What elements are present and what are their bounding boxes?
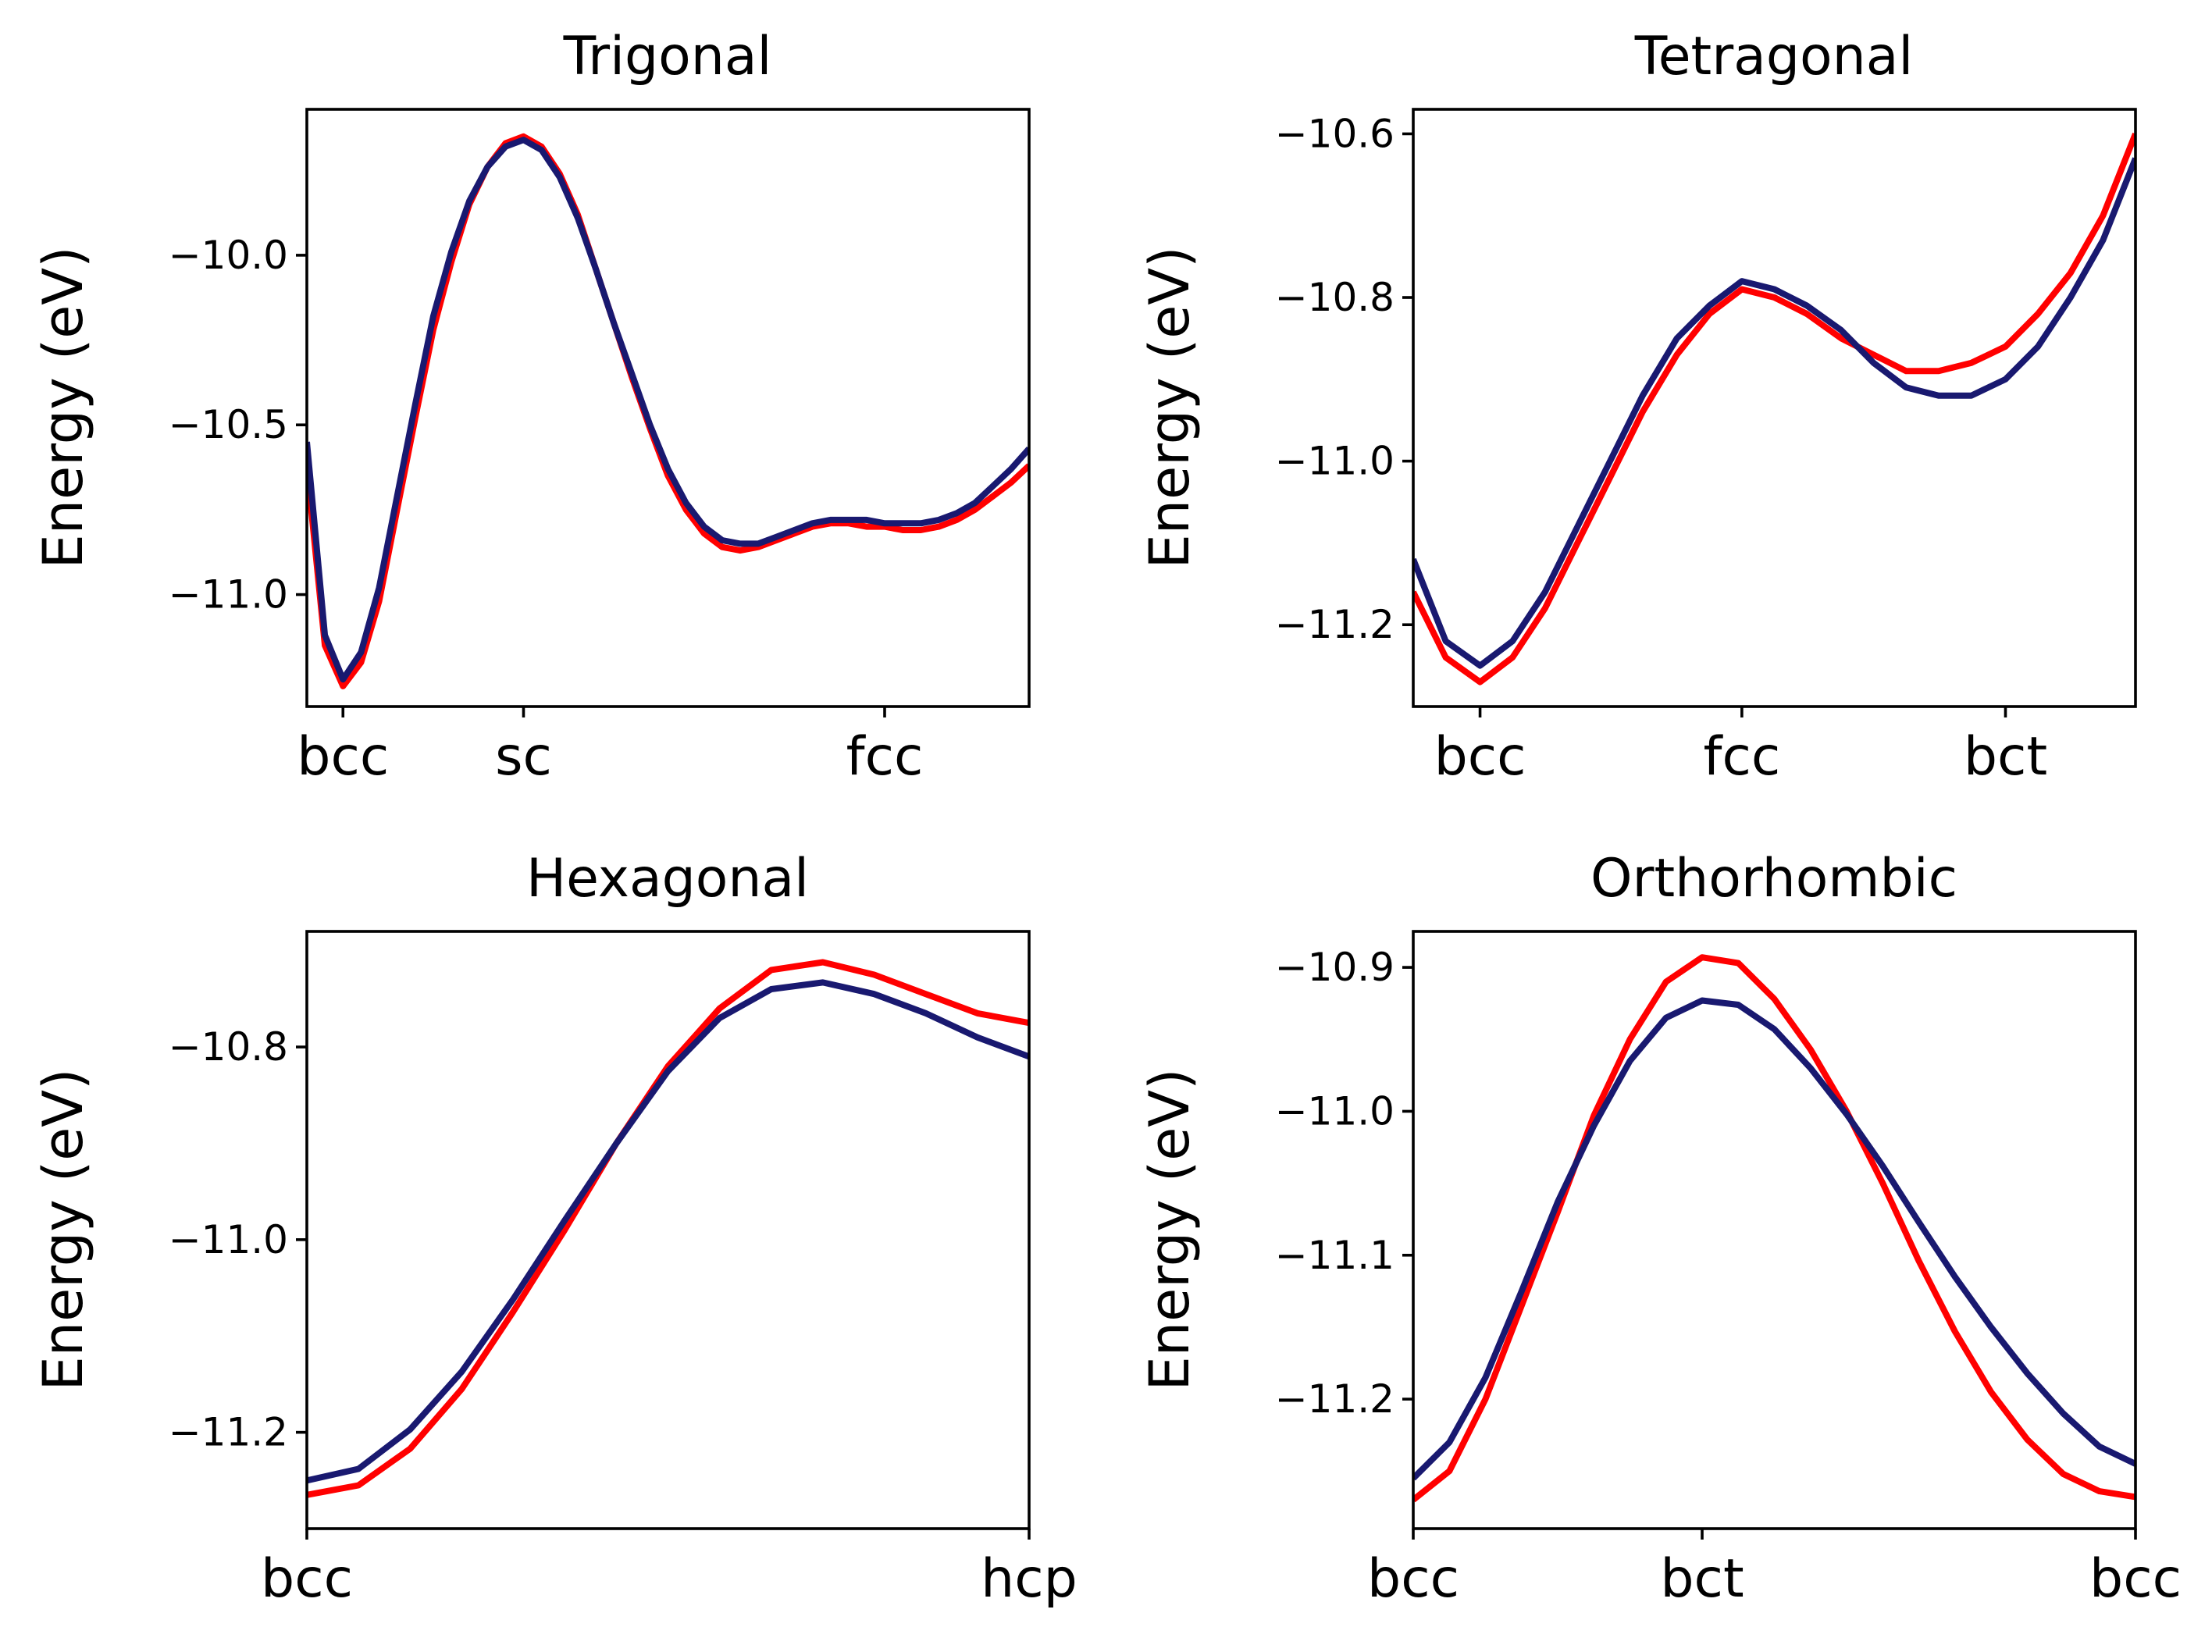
series-line-1 <box>307 959 1029 1498</box>
y-tick-label: −11.2 <box>1275 602 1395 647</box>
y-tick-label: −11.0 <box>1275 1088 1395 1134</box>
x-tick-label: bcc <box>1367 1548 1459 1610</box>
y-tick-label: −10.5 <box>169 402 288 447</box>
y-tick-label: −11.0 <box>169 1217 288 1262</box>
axes-frame <box>1412 108 2137 708</box>
series-line-2 <box>1413 157 2135 669</box>
series-line-1 <box>1413 132 2135 685</box>
x-tick-label: fcc <box>1704 726 1781 788</box>
y-axis-label: Energy (eV) <box>31 247 95 569</box>
y-axis-label: Energy (eV) <box>1138 247 1202 569</box>
y-tick-label: −10.8 <box>1275 275 1395 320</box>
y-tick-label: −10.6 <box>1275 111 1395 156</box>
x-tick-label: fcc <box>846 726 924 788</box>
series-line-2 <box>307 137 1029 683</box>
y-axis-label: Energy (eV) <box>1138 1069 1202 1391</box>
series-line-2 <box>307 979 1029 1484</box>
y-tick-label: −11.1 <box>1275 1233 1395 1278</box>
y-tick-label: −11.0 <box>1275 439 1395 484</box>
y-tick-label: −10.0 <box>169 233 288 278</box>
x-tick-label: bcc <box>1434 726 1526 788</box>
x-tick-label: bcc <box>261 1548 353 1610</box>
axes-frame <box>305 108 1031 708</box>
x-tick-label: hcp <box>981 1548 1078 1610</box>
chart-title: Trigonal <box>563 26 772 87</box>
chart-panel-orthorhombic: Orthorhombic Energy (eV) −11.2 −11.1 −11.0… <box>1138 848 2182 1610</box>
x-tick-label: bcc <box>2089 1548 2182 1610</box>
chart-panel-hexagonal: Hexagonal Energy (eV) −11.2 −11.0 −10.8 bcc… <box>31 848 1078 1610</box>
y-tick-label: −10.9 <box>1275 945 1395 990</box>
y-tick-label: −11.2 <box>169 1410 288 1455</box>
x-tick-label: sc <box>495 726 552 788</box>
x-tick-label: bcc <box>297 726 389 788</box>
x-tick-label: bct <box>1660 1548 1744 1610</box>
y-axis-label: Energy (eV) <box>31 1069 95 1391</box>
axes-frame <box>305 930 1031 1530</box>
chart-panel-trigonal: Trigonal Energy (eV) −11.0 −10.5 −10.0 bcc s… <box>31 26 1031 788</box>
series-line-1 <box>1413 954 2135 1503</box>
chart-title: Hexagonal <box>526 848 809 910</box>
y-tick-label: −11.0 <box>169 572 288 618</box>
axes-frame <box>1412 930 2137 1530</box>
chart-title: Orthorhombic <box>1590 848 1957 910</box>
chart-panel-tetragonal: Tetragonal Energy (eV) −11.2 −11.0 −10.8 −1… <box>1138 26 2137 788</box>
y-tick-label: −10.8 <box>169 1024 288 1070</box>
x-tick-label: bct <box>1964 726 2047 788</box>
y-tick-label: −11.2 <box>1275 1376 1395 1422</box>
chart-title: Tetragonal <box>1634 26 1914 87</box>
series-line-2 <box>1413 997 2135 1481</box>
